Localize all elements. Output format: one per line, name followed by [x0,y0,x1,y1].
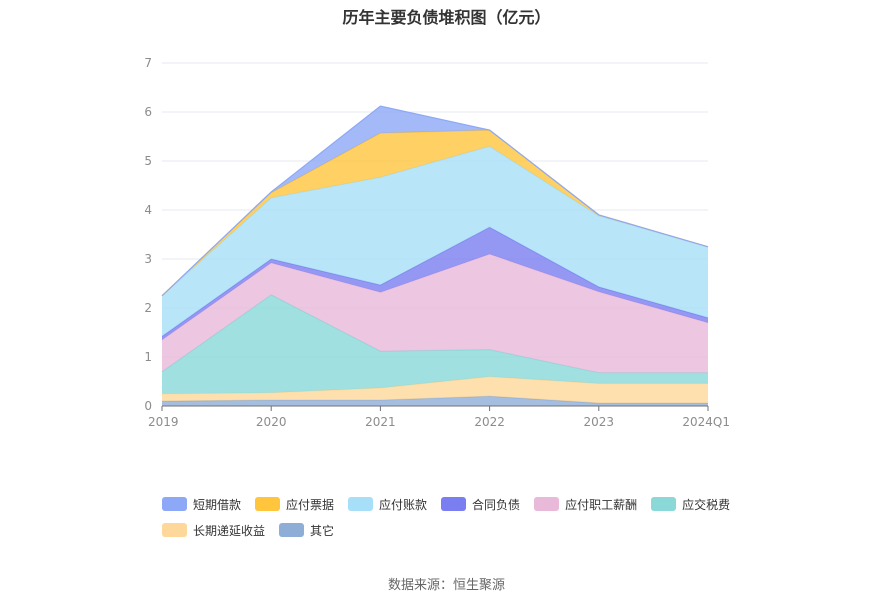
axes: 0 1 2 3 4 5 6 7 2019 2020 2021 2022 2023 2024Q1 [144,56,730,429]
legend-swatch [348,497,374,511]
x-tick-label: 2021 [365,415,396,429]
source-note: 数据来源：恒生聚源 [387,578,505,593]
legend-item[interactable]: 应交税费 [651,494,730,514]
legend-swatch [162,523,187,537]
x-tick-label: 2022 [474,415,505,429]
legend-label: 短期借款 [193,497,242,512]
y-tick-label: 1 [144,350,152,364]
area-series-应付职工薪酬 [162,254,708,373]
area-series-应交税费 [162,294,708,394]
x-tick-label: 2020 [256,415,287,429]
legend-swatch [279,523,305,537]
legend-item[interactable]: 应付票据 [255,494,334,514]
chart-title: 历年主要负债堆积图（亿元） [342,8,551,27]
legend-swatch [534,497,560,511]
x-tick-label: 2023 [584,415,615,429]
y-tick-label: 7 [144,56,152,70]
legend-item[interactable]: 合同负债 [441,494,520,514]
area-edge-短期借款 [161,105,709,297]
y-tick-label: 5 [144,154,152,168]
x-tick-label: 2019 [148,415,179,429]
y-tick-label: 0 [144,399,152,413]
area-series-长期递延收益 [162,376,708,404]
y-tick-label: 2 [144,301,152,315]
legend-label: 其它 [310,523,335,538]
legend-item[interactable]: 长期递延收益 [162,520,265,540]
legend-label: 应交税费 [682,497,731,512]
y-tick-label: 3 [144,252,152,266]
legend-label: 应付账款 [379,497,428,512]
legend-label: 长期递延收益 [193,523,266,538]
legend-label: 合同负债 [472,497,521,512]
y-tick-label: 6 [144,105,152,119]
legend-item[interactable]: 短期借款 [162,494,241,514]
legend-swatch [651,497,677,511]
legend-item[interactable]: 其它 [279,520,334,540]
legend-label: 应付票据 [286,497,335,512]
legend-swatch [162,497,187,511]
y-tick-label: 4 [144,203,152,217]
area-series-其它 [162,396,708,406]
area-edge-应付职工薪酬 [161,253,709,341]
legend-swatch [255,497,281,511]
x-tick-label: 2024Q1 [682,415,730,429]
legend-item[interactable]: 应付职工薪酬 [534,494,637,514]
legend-item[interactable]: 应付账款 [348,494,427,514]
legend: 短期借款 应付票据 应付账款 合同负债 应付职工薪酬 应交税费长期递延收益 其它 [162,494,762,546]
area-series [161,105,709,406]
legend-swatch [441,497,467,511]
area-series-应付账款 [162,146,708,337]
legend-label: 应付职工薪酬 [565,497,638,512]
